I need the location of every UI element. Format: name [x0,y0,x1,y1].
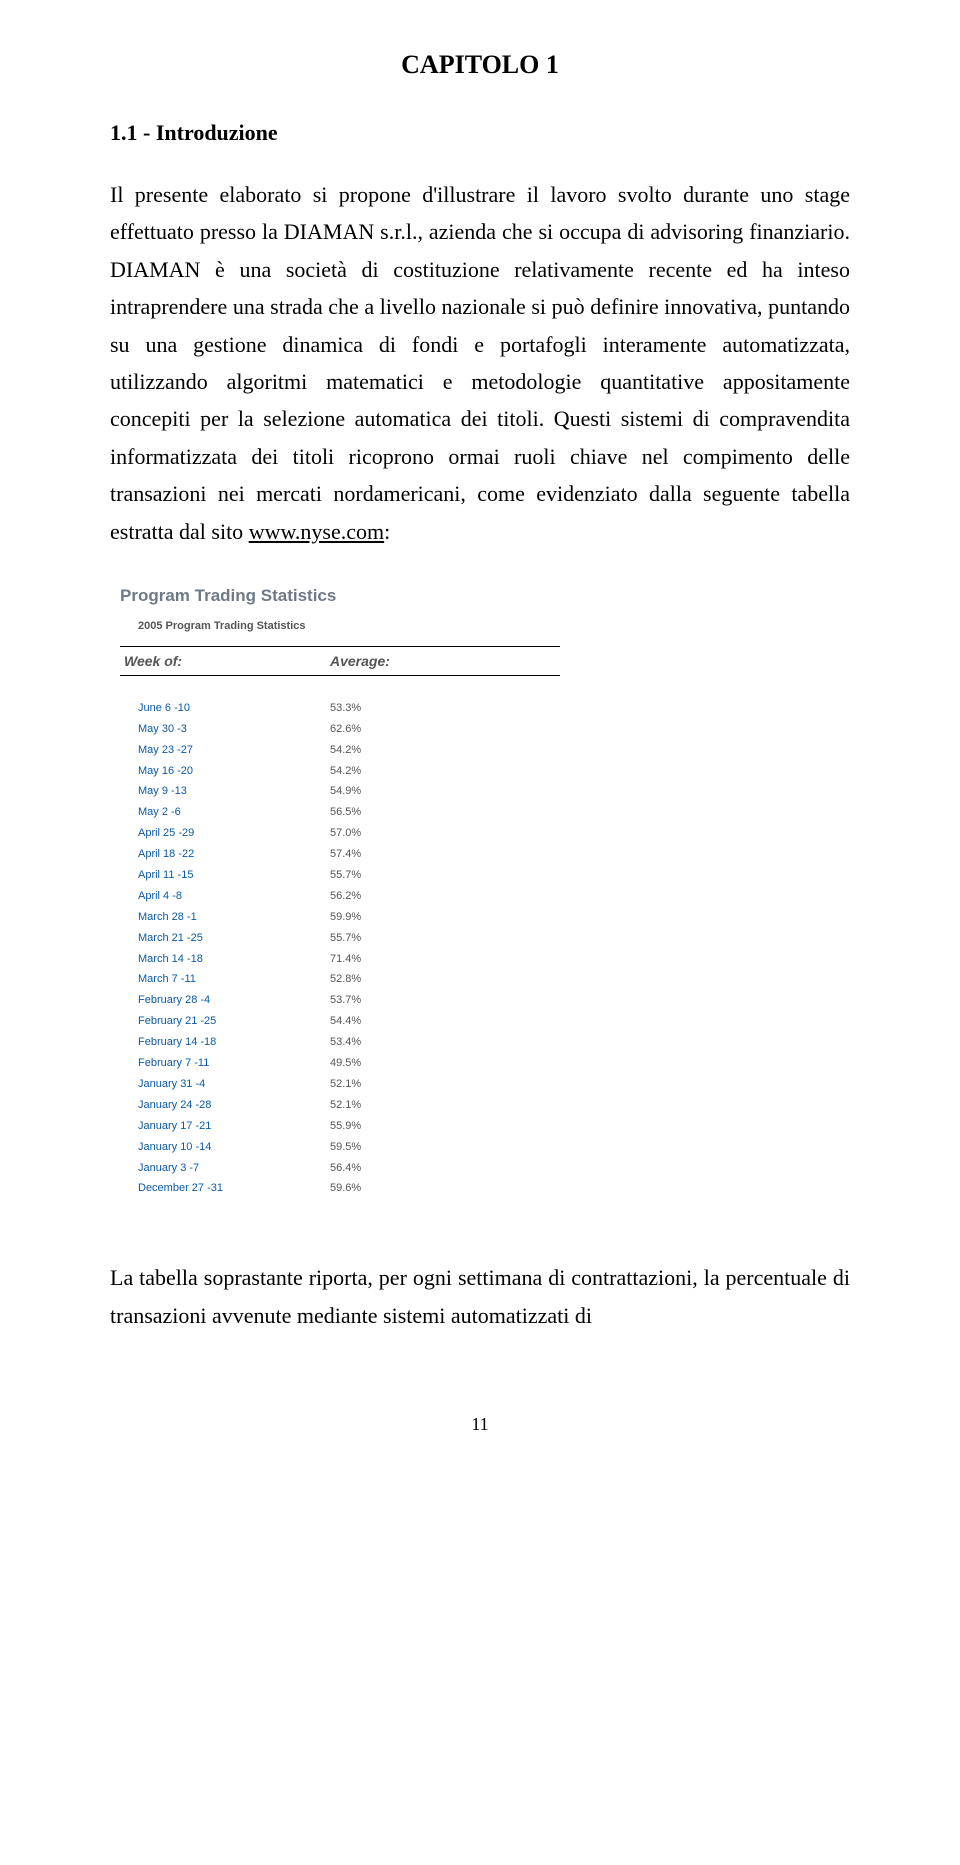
stats-row: February 7 -1149.5% [138,1053,850,1074]
stats-week-link[interactable]: May 2 -6 [138,802,330,823]
stats-week-link[interactable]: February 14 -18 [138,1032,330,1053]
stats-week-link[interactable]: June 6 -10 [138,698,330,719]
stats-row: April 18 -2257.4% [138,844,850,865]
stats-row: April 11 -1555.7% [138,865,850,886]
stats-average-value: 54.9% [330,781,361,802]
stats-row: January 31 -452.1% [138,1074,850,1095]
stats-average-value: 71.4% [330,949,361,970]
stats-rows-container: June 6 -1053.3%May 30 -362.6%May 23 -275… [138,698,850,1199]
stats-average-value: 55.7% [330,928,361,949]
stats-row: January 17 -2155.9% [138,1116,850,1137]
paragraph-text-post: : [384,519,390,544]
stats-average-value: 56.5% [330,802,361,823]
stats-header-week: Week of: [120,653,330,669]
stats-row: December 27 -3159.6% [138,1178,850,1199]
stats-week-link[interactable]: May 30 -3 [138,719,330,740]
stats-week-link[interactable]: May 23 -27 [138,740,330,761]
stats-week-link[interactable]: February 21 -25 [138,1011,330,1032]
stats-row: April 4 -856.2% [138,886,850,907]
stats-row: June 6 -1053.3% [138,698,850,719]
page-number: 11 [110,1414,850,1435]
stats-average-value: 54.2% [330,761,361,782]
stats-row: May 9 -1354.9% [138,781,850,802]
stats-average-value: 53.4% [330,1032,361,1053]
stats-row: January 3 -756.4% [138,1158,850,1179]
stats-week-link[interactable]: March 14 -18 [138,949,330,970]
paragraph-text-pre: Il presente elaborato si propone d'illus… [110,182,850,544]
stats-average-value: 53.3% [330,698,361,719]
stats-subtitle: 2005 Program Trading Statistics [138,620,850,632]
stats-week-link[interactable]: April 11 -15 [138,865,330,886]
stats-average-value: 57.0% [330,823,361,844]
stats-row: January 10 -1459.5% [138,1137,850,1158]
stats-week-link[interactable]: March 21 -25 [138,928,330,949]
stats-row: March 14 -1871.4% [138,949,850,970]
section-title: 1.1 - Introduzione [110,120,850,146]
chapter-title: CAPITOLO 1 [110,50,850,80]
stats-week-link[interactable]: January 31 -4 [138,1074,330,1095]
stats-average-value: 62.6% [330,719,361,740]
stats-average-value: 59.6% [330,1178,361,1199]
stats-week-link[interactable]: January 3 -7 [138,1158,330,1179]
stats-row: May 2 -656.5% [138,802,850,823]
stats-average-value: 56.4% [330,1158,361,1179]
stats-average-value: 55.9% [330,1116,361,1137]
stats-row: May 23 -2754.2% [138,740,850,761]
stats-week-link[interactable]: April 4 -8 [138,886,330,907]
nyse-link[interactable]: www.nyse.com [249,519,384,544]
stats-row: May 16 -2054.2% [138,761,850,782]
stats-row: February 21 -2554.4% [138,1011,850,1032]
stats-title: Program Trading Statistics [120,586,850,606]
stats-week-link[interactable]: February 7 -11 [138,1053,330,1074]
stats-average-value: 59.5% [330,1137,361,1158]
stats-week-link[interactable]: January 17 -21 [138,1116,330,1137]
stats-average-value: 55.7% [330,865,361,886]
stats-average-value: 57.4% [330,844,361,865]
stats-week-link[interactable]: March 28 -1 [138,907,330,928]
stats-row: March 7 -1152.8% [138,969,850,990]
stats-header-row: Week of: Average: [120,646,560,676]
stats-week-link[interactable]: January 24 -28 [138,1095,330,1116]
stats-row: February 14 -1853.4% [138,1032,850,1053]
stats-average-value: 53.7% [330,990,361,1011]
stats-average-value: 52.8% [330,969,361,990]
stats-average-value: 59.9% [330,907,361,928]
program-trading-stats-block: Program Trading Statistics 2005 Program … [120,586,850,1199]
stats-average-value: 56.2% [330,886,361,907]
stats-week-link[interactable]: March 7 -11 [138,969,330,990]
stats-row: May 30 -362.6% [138,719,850,740]
stats-row: March 21 -2555.7% [138,928,850,949]
stats-week-link[interactable]: December 27 -31 [138,1178,330,1199]
stats-row: April 25 -2957.0% [138,823,850,844]
stats-week-link[interactable]: February 28 -4 [138,990,330,1011]
intro-paragraph: Il presente elaborato si propone d'illus… [110,176,850,550]
stats-header-average: Average: [330,653,390,669]
stats-row: March 28 -159.9% [138,907,850,928]
stats-average-value: 52.1% [330,1074,361,1095]
stats-week-link[interactable]: May 9 -13 [138,781,330,802]
stats-average-value: 54.2% [330,740,361,761]
stats-week-link[interactable]: April 18 -22 [138,844,330,865]
stats-week-link[interactable]: January 10 -14 [138,1137,330,1158]
stats-average-value: 49.5% [330,1053,361,1074]
stats-week-link[interactable]: May 16 -20 [138,761,330,782]
stats-row: February 28 -453.7% [138,990,850,1011]
stats-average-value: 52.1% [330,1095,361,1116]
stats-row: January 24 -2852.1% [138,1095,850,1116]
stats-average-value: 54.4% [330,1011,361,1032]
closing-paragraph: La tabella soprastante riporta, per ogni… [110,1259,850,1334]
stats-week-link[interactable]: April 25 -29 [138,823,330,844]
